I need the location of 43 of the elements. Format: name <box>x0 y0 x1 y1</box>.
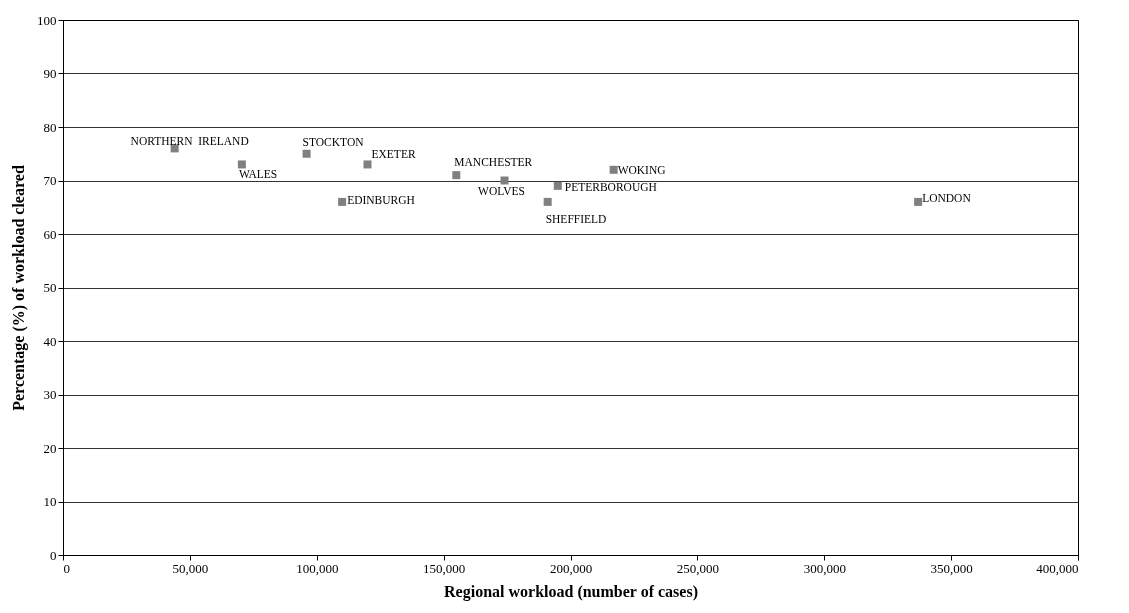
x-tick-label: 300,000 <box>803 560 846 576</box>
point <box>363 160 372 169</box>
x-axis-title: Regional workload (number of cases) <box>444 582 698 601</box>
point <box>543 197 552 206</box>
y-tick-label: 0 <box>50 547 57 563</box>
y-tick-label: 100 <box>37 12 57 28</box>
annotation: SHEFFIELD <box>545 212 607 225</box>
y-tick-label: 10 <box>43 494 57 509</box>
annotation: MANCHESTER <box>454 156 533 169</box>
point <box>237 160 246 169</box>
x-tick-label: 100,000 <box>296 560 339 576</box>
y-tick-label: 50 <box>43 280 57 295</box>
x-tick-label: 150,000 <box>423 560 466 576</box>
y-tick-label: 70 <box>43 173 57 188</box>
y-tick-label: 20 <box>43 440 57 456</box>
annotation: PETERBOROUGH <box>564 180 657 193</box>
annotation: WALES <box>238 168 278 181</box>
y-tick-label: 60 <box>43 226 57 242</box>
point <box>452 171 461 180</box>
annotation: NORTHERN IRELAND <box>130 135 249 148</box>
point <box>500 176 509 185</box>
point <box>914 197 923 206</box>
point <box>609 165 618 174</box>
y-axis-title: Percentage (%) of workload cleared <box>10 165 28 411</box>
annotation: LONDON <box>922 191 972 204</box>
y-tick-label: 90 <box>43 66 57 81</box>
point <box>338 197 347 206</box>
x-tick-label: 50,000 <box>172 560 209 576</box>
annotation: EXETER <box>371 148 416 161</box>
annotation: WOLVES <box>478 184 525 197</box>
y-tick-label: 80 <box>43 119 57 135</box>
annotation: STOCKTON <box>302 135 365 148</box>
point <box>553 181 562 190</box>
x-tick-label: 350,000 <box>930 560 973 576</box>
y-tick-label: 30 <box>43 387 57 402</box>
x-tick-label: 400,000 <box>1036 560 1079 576</box>
point <box>302 149 311 158</box>
y-tick-label: 40 <box>43 333 57 349</box>
annotation: EDINBURGH <box>347 193 415 206</box>
x-tick-label: 0 <box>63 560 70 576</box>
x-tick-label: 250,000 <box>676 560 719 576</box>
annotation: WOKING <box>617 163 666 176</box>
x-tick-label: 200,000 <box>549 560 593 576</box>
